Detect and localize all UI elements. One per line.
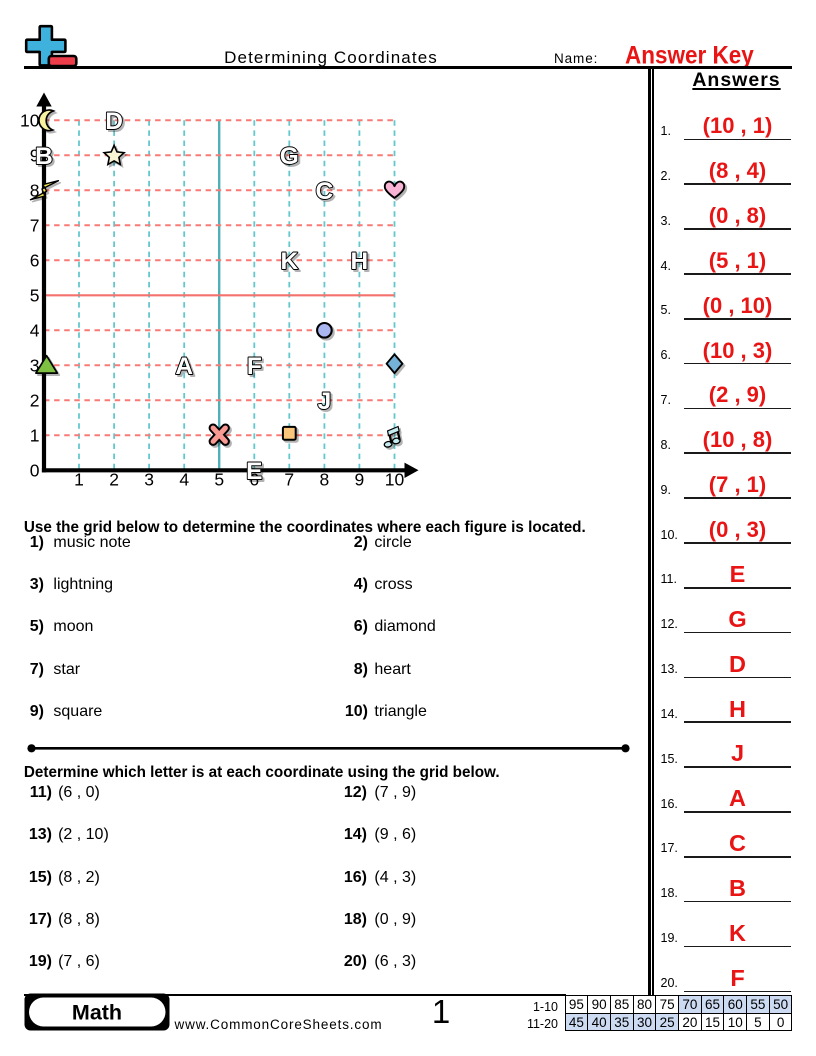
svg-text:9: 9 [355,470,365,490]
svg-text:J: J [318,388,332,415]
svg-text:K: K [280,248,298,275]
svg-text:H: H [351,248,369,275]
svg-text:1: 1 [74,470,84,490]
svg-text:F: F [247,353,262,380]
svg-text:9: 9 [30,145,40,165]
svg-text:3: 3 [30,355,40,375]
svg-text:5: 5 [30,285,40,305]
svg-text:6: 6 [249,470,259,490]
svg-text:7: 7 [284,470,294,490]
svg-text:D: D [105,108,123,135]
svg-text:B: B [35,143,53,170]
svg-text:Math: Math [72,1001,122,1025]
svg-text:6: 6 [30,250,40,270]
svg-text:C: C [316,178,334,205]
svg-text:2: 2 [109,470,119,490]
svg-text:4: 4 [30,320,40,340]
svg-text:A: A [175,353,193,380]
svg-text:10: 10 [385,470,405,490]
svg-text:5: 5 [214,470,224,490]
svg-text:0: 0 [30,460,40,480]
svg-text:3: 3 [144,470,154,490]
svg-text:4: 4 [179,470,189,490]
svg-text:E: E [246,458,262,485]
svg-text:7: 7 [30,215,40,235]
svg-text:2: 2 [30,390,40,410]
svg-text:10: 10 [20,110,40,130]
svg-text:8: 8 [30,180,40,200]
svg-text:1: 1 [30,425,40,445]
svg-text:G: G [280,143,299,170]
svg-text:8: 8 [320,470,330,490]
